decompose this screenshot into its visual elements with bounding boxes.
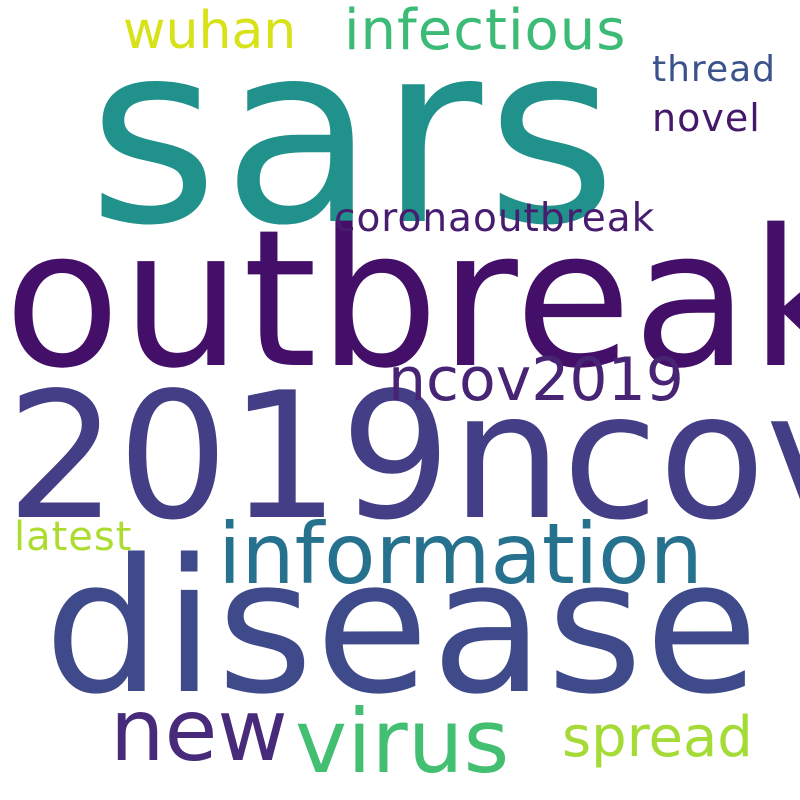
- word-2019ncov: 2019ncov: [6, 356, 800, 559]
- word-new: new: [110, 681, 288, 781]
- word-coronaoutbreak: coronaoutbreak: [334, 196, 656, 241]
- word-novel: novel: [652, 96, 761, 140]
- word-infectious: infectious: [344, 0, 627, 63]
- word-spread: spread: [562, 705, 753, 770]
- word-virus: virus: [295, 690, 510, 793]
- word-disease: disease: [44, 519, 761, 735]
- word-information: information: [218, 505, 703, 603]
- word-sars: sars: [88, 0, 621, 280]
- word-outbreak: outbreak: [4, 189, 800, 410]
- word-latest: latest: [14, 514, 133, 560]
- word-thread: thread: [652, 49, 777, 90]
- word-wuhan: wuhan: [123, 1, 297, 61]
- word-ncov2019: ncov2019: [388, 345, 684, 415]
